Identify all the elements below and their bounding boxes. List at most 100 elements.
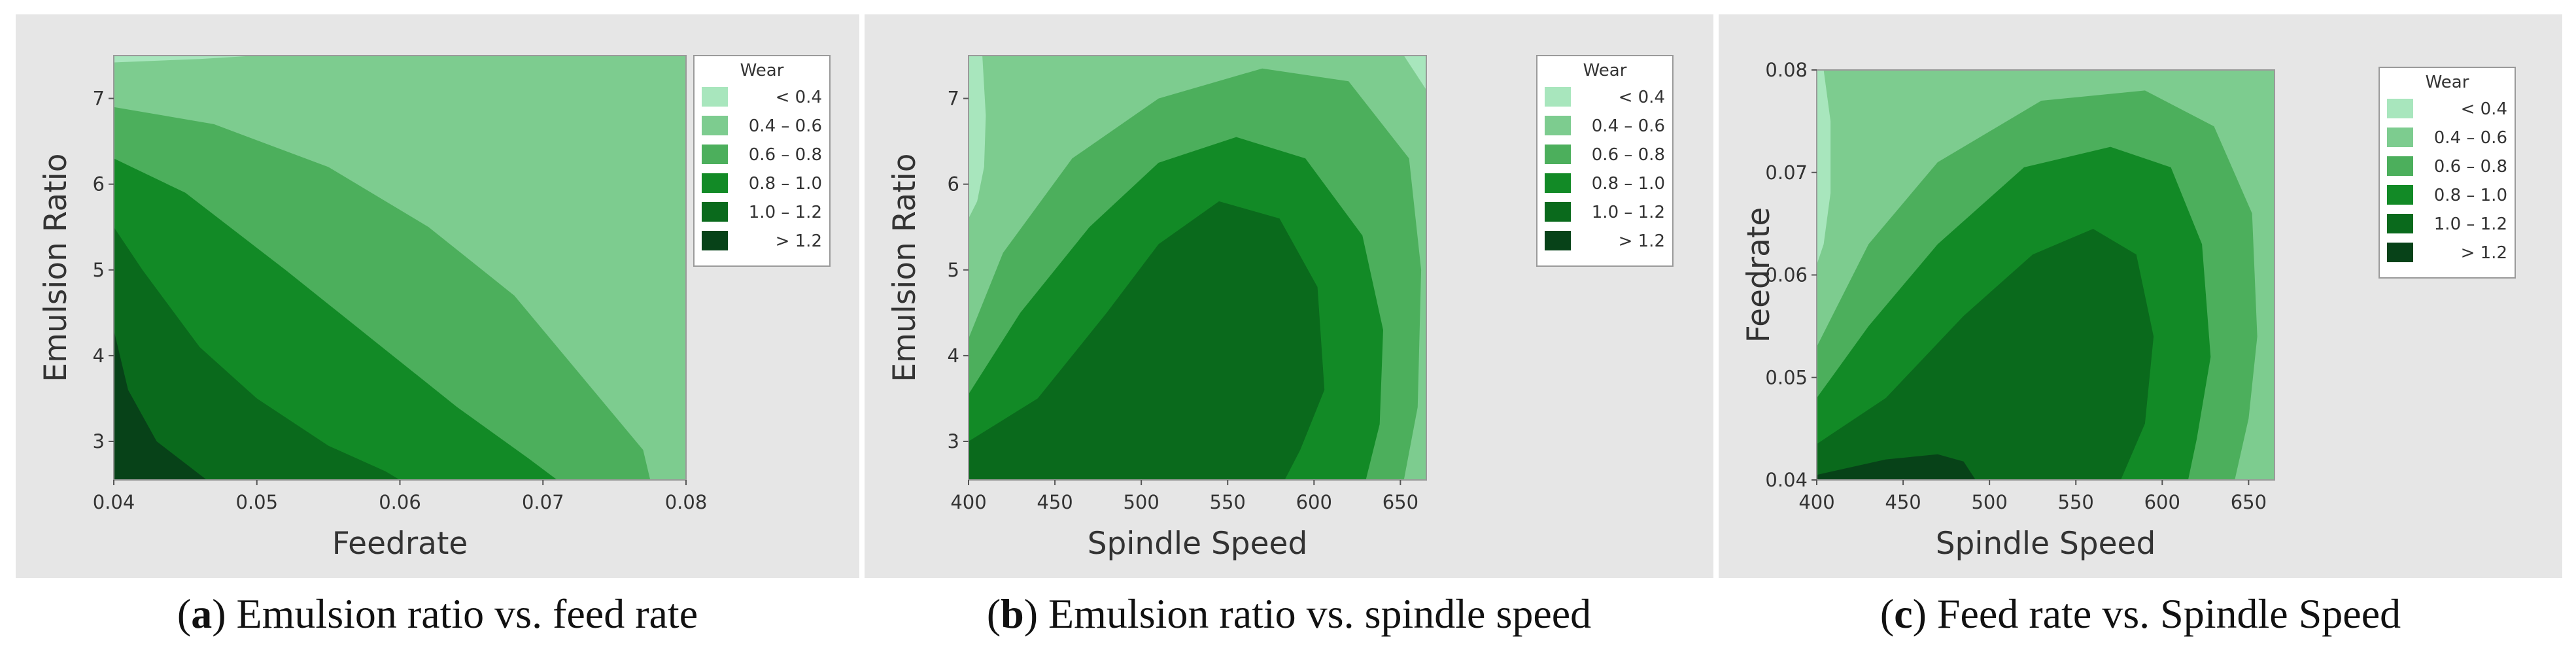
legend-swatch: [2387, 185, 2413, 205]
legend-title: Wear: [2426, 73, 2469, 92]
contour-region: [1403, 56, 1426, 90]
caption-text: ) Emulsion ratio vs. feed rate: [212, 590, 698, 637]
legend-swatch: [2387, 128, 2413, 147]
x-tick-label: 550: [2058, 491, 2094, 513]
contour-region: [1817, 454, 1976, 480]
y-tick-label: 7: [93, 88, 105, 110]
legend-swatch: [702, 145, 728, 164]
x-tick-label: 400: [950, 491, 986, 513]
legend-swatch: [1545, 173, 1571, 193]
legend-swatch: [1545, 87, 1571, 107]
legend: Wear < 0.4 0.4 – 0.6 0.6 – 0.8 0.8 – 1.0 1.0 …: [2379, 67, 2516, 279]
contour-region: [114, 330, 207, 480]
legend-swatch: [702, 231, 728, 250]
contour-region: [969, 56, 986, 219]
legend-label: 0.6 – 0.8: [749, 145, 822, 165]
legend-label: 0.4 – 0.6: [749, 116, 822, 136]
y-tick-label: 0.08: [1765, 59, 1808, 81]
x-axis-label: Spindle Speed: [1088, 526, 1308, 562]
contour-region: [114, 227, 400, 480]
y-axis-label: Emulsion Ratio: [887, 153, 923, 382]
x-tick-label: 400: [1798, 491, 1834, 513]
caption-letter: b: [1001, 590, 1024, 637]
x-axis-label: Spindle Speed: [1936, 526, 2156, 562]
legend-label: < 0.4: [1619, 88, 1665, 107]
x-tick-label: 650: [1382, 491, 1418, 513]
y-tick-label: 0.07: [1765, 162, 1808, 184]
x-tick-label: 600: [1296, 491, 1332, 513]
plot-frame: [968, 55, 1427, 481]
legend-swatch: [1545, 202, 1571, 222]
legend-swatch: [2387, 156, 2413, 176]
x-tick-label: 0.08: [665, 491, 708, 513]
contour-region: [114, 56, 257, 63]
contour-plot-feed-vs-spindle: 400 450 500 550 600 650 0.04 0.05 0.06 0.07 0.08 Sp…: [1741, 59, 2516, 562]
y-tick-label: 6: [948, 173, 959, 196]
x-tick-label: 0.06: [379, 491, 421, 513]
legend: Wear < 0.4 0.4 – 0.6 0.6 – 0.8 0.8 – 1.0 1.0 …: [1536, 55, 1674, 267]
y-tick-label: 7: [948, 88, 959, 110]
contour-plot-emulsion-vs-feedrate: 0.04 0.05 0.06 0.07 0.08 3 4 5 6 7 Feedrate Emulsio…: [38, 55, 831, 562]
legend-swatch: [1545, 145, 1571, 164]
legend-swatch: [2387, 99, 2413, 118]
legend-title: Wear: [740, 61, 784, 80]
legend-label: 1.0 – 1.2: [749, 203, 822, 222]
contour-panel-feedrate: 0.04 0.05 0.06 0.07 0.08 3 4 5 6 7 Feedrate Emulsio…: [16, 14, 859, 578]
y-tick-label: 6: [93, 173, 105, 196]
y-tick-label: 3: [93, 430, 105, 452]
legend-label: > 1.2: [1619, 231, 1665, 251]
legend-title: Wear: [1583, 61, 1627, 80]
x-axis-label: Feedrate: [332, 526, 468, 562]
x-tick-label: 500: [1971, 491, 2007, 513]
contour-region: [969, 201, 1325, 480]
legend-swatch: [702, 87, 728, 107]
y-tick-label: 4: [93, 345, 105, 367]
legend-label: 0.8 – 1.0: [1592, 174, 1665, 194]
x-tick-label: 600: [2144, 491, 2180, 513]
legend-label: 0.8 – 1.0: [2434, 186, 2507, 205]
contour-panel-feed-vs-spindle: 400 450 500 550 600 650 0.04 0.05 0.06 0.07 0.08 Sp…: [1719, 14, 2562, 578]
x-tick-label: 550: [1210, 491, 1246, 513]
caption-text: ) Emulsion ratio vs. spindle speed: [1023, 590, 1592, 637]
legend: Wear < 0.4 0.4 – 0.6 0.6 – 0.8 0.8 – 1.0 1.0 …: [693, 55, 831, 267]
y-tick-label: 4: [948, 345, 959, 367]
y-tick-label: 0.04: [1765, 469, 1808, 491]
legend-swatch: [1545, 116, 1571, 135]
caption-letter: c: [1894, 590, 1913, 637]
caption-letter: a: [191, 590, 213, 637]
legend-swatch: [702, 116, 728, 135]
x-tick-label: 0.04: [93, 491, 135, 513]
caption-text: ) Feed rate vs. Spindle Speed: [1912, 590, 2401, 637]
legend-label: 1.0 – 1.2: [2434, 214, 2507, 234]
contour-region: [1817, 229, 2154, 480]
contour-region: [1817, 70, 1831, 265]
legend-label: < 0.4: [776, 88, 822, 107]
y-axis-label: Emulsion Ratio: [38, 153, 74, 382]
contour-plot-emulsion-vs-spindle: 400 450 500 550 600 650 3 4 5 6 7 Spindle Speed Emul…: [887, 55, 1674, 562]
x-tick-label: 500: [1123, 491, 1159, 513]
caption-b: (b) Emulsion ratio vs. spindle speed: [986, 590, 1592, 637]
y-tick-label: 5: [93, 259, 105, 281]
legend-label: 1.0 – 1.2: [1592, 203, 1665, 222]
legend-label: < 0.4: [2461, 99, 2507, 119]
legend-swatch: [702, 202, 728, 222]
caption-a: (a) Emulsion ratio vs. feed rate: [177, 590, 698, 637]
caption-c: (c) Feed rate vs. Spindle Speed: [1880, 590, 2401, 637]
legend-swatch: [702, 173, 728, 193]
legend-swatch: [2387, 243, 2413, 262]
y-tick-label: 3: [948, 430, 959, 452]
y-tick-label: 0.06: [1765, 264, 1808, 286]
x-tick-label: 450: [1885, 491, 1921, 513]
y-axis-label: Feedrate: [1741, 207, 1777, 343]
legend-label: 0.4 – 0.6: [1592, 116, 1665, 136]
legend-swatch: [2387, 214, 2413, 233]
x-tick-label: 0.05: [235, 491, 278, 513]
legend-label: 0.6 – 0.8: [2434, 157, 2507, 177]
legend-label: > 1.2: [2461, 243, 2507, 263]
y-tick-label: 0.05: [1765, 366, 1808, 388]
x-tick-label: 650: [2231, 491, 2267, 513]
x-tick-label: 450: [1037, 491, 1073, 513]
legend-label: 0.8 – 1.0: [749, 174, 822, 194]
contour-panel-spindle: 400 450 500 550 600 650 3 4 5 6 7 Spindle Speed Emul…: [865, 14, 1713, 578]
legend-swatch: [1545, 231, 1571, 250]
